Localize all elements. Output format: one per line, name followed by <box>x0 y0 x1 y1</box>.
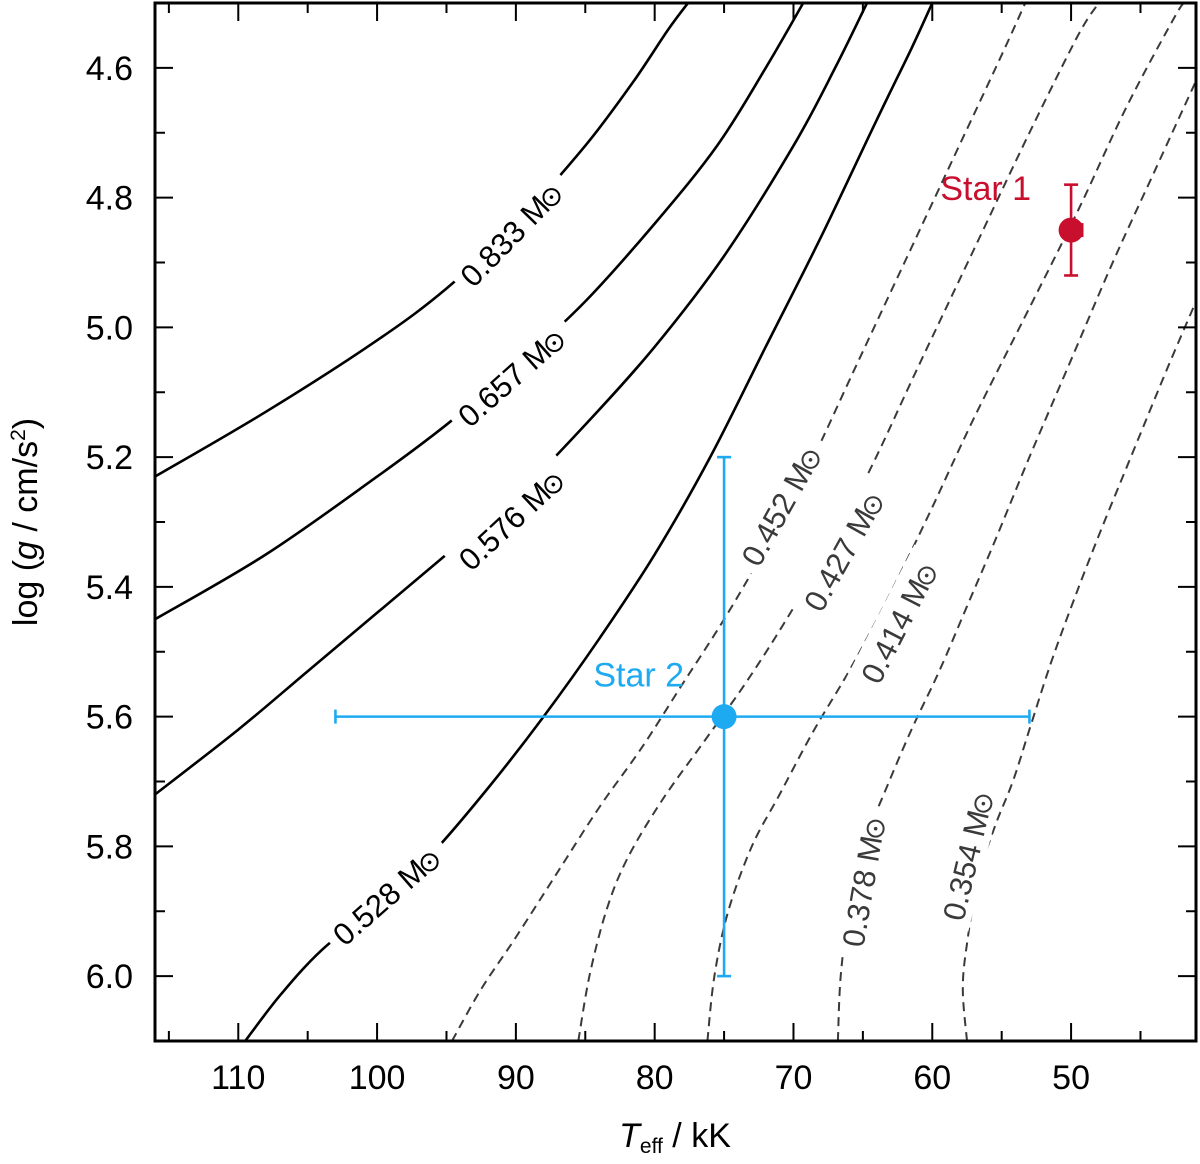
sun-symbol-dot <box>924 573 929 578</box>
y-axis-title: log (g / cm/s2) <box>7 418 45 626</box>
x-tick-label: 90 <box>497 1059 535 1097</box>
mass-track-0.833 <box>155 3 690 478</box>
sun-symbol-dot <box>551 482 556 487</box>
sun-symbol-icon <box>866 819 885 838</box>
sun-symbol-dot <box>873 826 878 831</box>
x-tick-label: 80 <box>636 1059 674 1097</box>
sun-symbol-icon <box>542 188 561 207</box>
x-tick-label: 100 <box>349 1059 406 1097</box>
sun-symbol-icon <box>544 475 563 494</box>
mass-track-label: 0.354 M <box>929 776 1004 932</box>
mass-value-text: 0.528 M <box>326 853 433 953</box>
mass-track-0.414 <box>706 3 1186 1041</box>
x-tick-label: 70 <box>775 1059 813 1097</box>
y-tick-label: 5.0 <box>86 309 133 347</box>
mass-track-label: 0.657 M <box>441 309 581 440</box>
mass-track-label: 0.576 M <box>442 451 580 583</box>
sun-symbol-dot <box>427 860 432 865</box>
star-markers: Star 1 Star 2 <box>334 170 1084 978</box>
plot-frame <box>153 1 1198 1043</box>
star-point <box>711 704 737 730</box>
mass-track-label: 0.833 M <box>444 163 578 300</box>
star-label: Star 2 <box>593 657 684 695</box>
sun-symbol-icon <box>801 450 820 469</box>
sun-symbol-dot <box>871 503 875 508</box>
mass-value-text: 0.414 M <box>854 574 936 690</box>
mass-value-text: 0.833 M <box>453 189 556 294</box>
sun-symbol-icon <box>545 334 564 353</box>
sun-symbol-dot <box>552 341 557 345</box>
star-label: Star 1 <box>940 170 1031 208</box>
y-tick-label: 5.2 <box>86 439 133 477</box>
axis-ticks: 110 100 90 80 70 60 50 4.6 4.8 5.0 5.2 5.4 5.6 5.8 6.0 <box>86 2 1196 1097</box>
label-backdrop <box>929 776 1004 932</box>
sun-symbol-icon <box>420 853 439 872</box>
mass-track-label: 0.414 M <box>846 544 951 697</box>
sun-symbol-icon <box>864 496 883 515</box>
mass-value-text: 0.378 M <box>836 833 889 949</box>
sun-symbol-icon <box>917 566 936 585</box>
x-tick-label: 50 <box>1052 1059 1090 1097</box>
mass-track-0.452 <box>451 3 1027 1041</box>
y-tick-label: 5.6 <box>86 699 133 737</box>
star-marker-star-2: Star 2 <box>334 455 1031 978</box>
y-tick-label: 4.6 <box>86 50 133 88</box>
mass-track-labels: 0.833 M0.657 M0.576 M0.528 M0.452 M0.427… <box>316 163 1004 958</box>
sun-symbol-icon <box>974 794 993 813</box>
mass-value-text: 0.657 M <box>451 333 558 434</box>
mass-track-label: 0.528 M <box>316 829 457 958</box>
y-tick-label: 5.8 <box>86 828 133 866</box>
label-backdrop <box>788 473 897 625</box>
mass-track-0.528 <box>244 3 934 1041</box>
x-tick-label: 60 <box>913 1059 951 1097</box>
label-backdrop <box>829 802 895 958</box>
star-point <box>1058 217 1084 243</box>
sun-symbol-dot <box>808 458 813 462</box>
mass-track-0.354 <box>961 301 1196 1041</box>
star-marker-star-1: Star 1 <box>940 170 1084 277</box>
mass-track-0.378 <box>836 80 1196 1041</box>
y-tick-label: 5.4 <box>86 569 133 607</box>
y-tick-label: 4.8 <box>86 180 133 218</box>
mass-track-0.576 <box>155 3 869 796</box>
mass-tracks <box>155 3 1196 1041</box>
sun-symbol-dot <box>549 195 554 199</box>
label-backdrop <box>726 428 835 579</box>
y-tick-label: 6.0 <box>86 958 133 996</box>
mass-value-text: 0.576 M <box>452 475 558 577</box>
sun-symbol-dot <box>981 801 986 806</box>
x-tick-label: 110 <box>211 1059 265 1097</box>
x-axis-title: Teff / kK <box>619 1117 731 1158</box>
mass-track-label: 0.378 M <box>829 802 895 958</box>
